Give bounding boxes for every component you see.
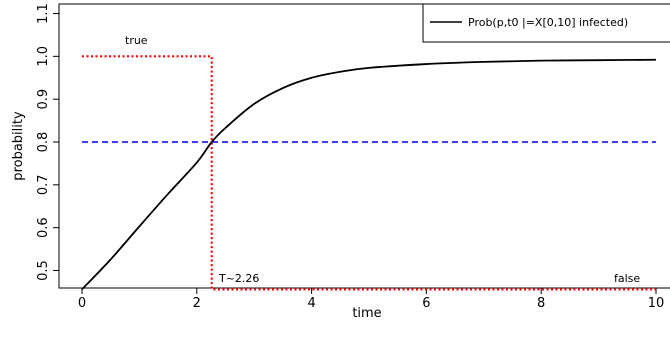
x-tick-label: 4 xyxy=(307,296,315,311)
y-axis-title: probability xyxy=(11,111,26,181)
plot-frame xyxy=(58,3,670,289)
x-axis: 0 2 4 6 8 10 xyxy=(78,288,664,311)
annotation-switch-time: T~2.26 xyxy=(218,272,259,285)
x-tick-label: 0 xyxy=(78,296,86,311)
x-axis-title: time xyxy=(352,306,381,321)
y-axis: 0.5 0.6 0.7 0.8 0.9 1.0 1.1 xyxy=(36,3,59,281)
y-tick-label: 1.1 xyxy=(36,3,51,24)
x-tick-label: 8 xyxy=(537,296,545,311)
annotation-true: true xyxy=(125,34,148,47)
x-tick-label: 2 xyxy=(193,296,201,311)
y-tick-label: 0.6 xyxy=(36,217,51,238)
y-tick-label: 0.9 xyxy=(36,89,51,110)
indicator-step-line xyxy=(82,55,656,291)
x-tick-label: 6 xyxy=(422,296,430,311)
y-tick-label: 0.5 xyxy=(36,260,51,281)
plot-area xyxy=(81,55,657,291)
x-tick-label: 10 xyxy=(648,296,665,311)
legend-entry: Prob(p,t0 |=X[0,10] infected) xyxy=(468,16,628,29)
legend-box xyxy=(422,3,670,43)
legend: Prob(p,t0 |=X[0,10] infected) xyxy=(422,3,670,43)
y-tick-label: 0.7 xyxy=(36,174,51,195)
annotation-false: false xyxy=(614,272,640,285)
y-tick-label: 1.0 xyxy=(36,46,51,67)
series-line-probability xyxy=(81,58,657,290)
y-tick-label: 0.8 xyxy=(36,132,51,153)
